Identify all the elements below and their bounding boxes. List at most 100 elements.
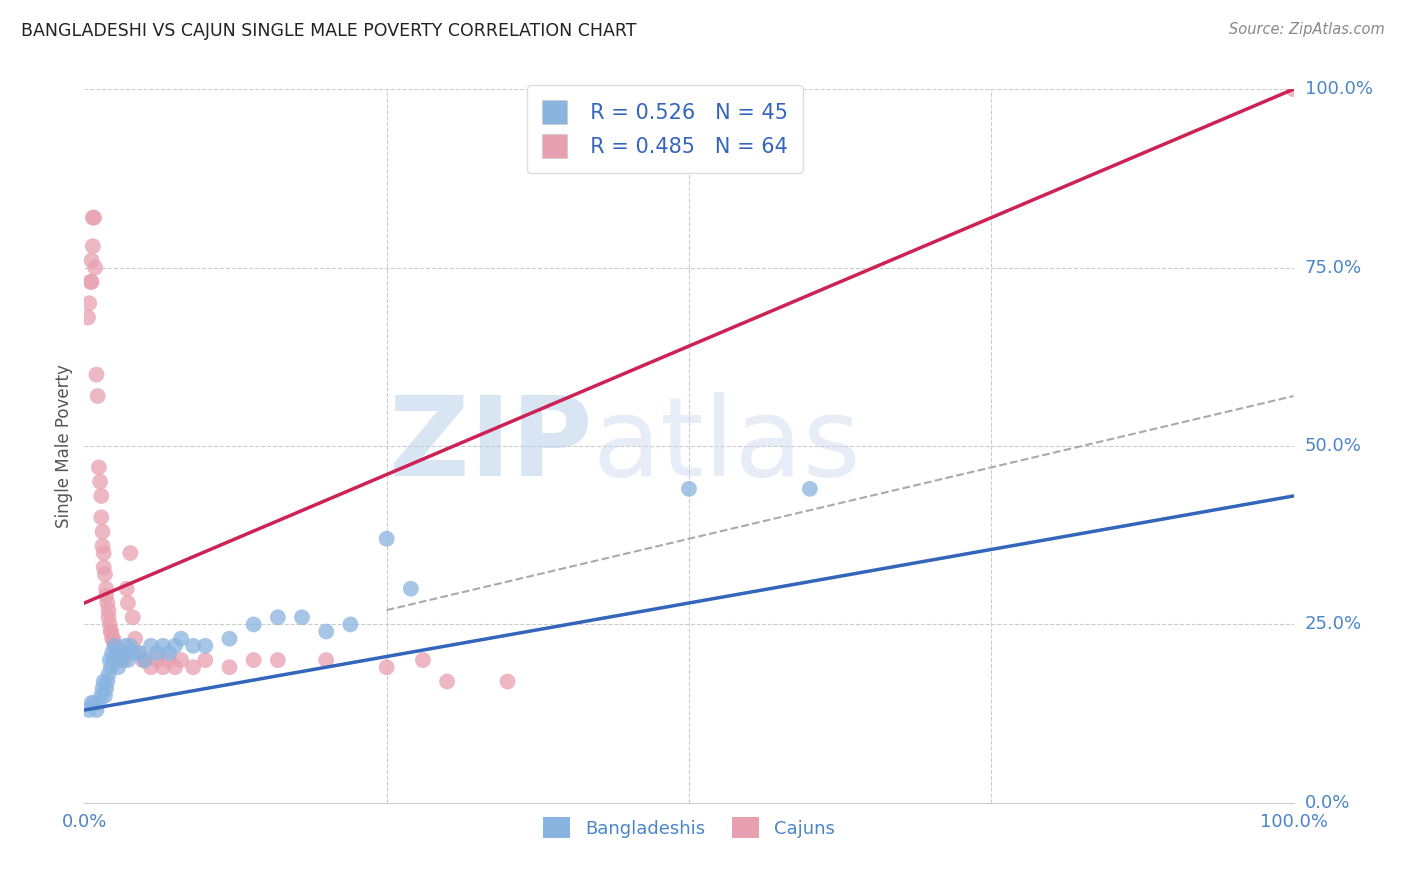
- Point: [194, 639, 217, 653]
- Point: [103, 653, 125, 667]
- Point: [170, 653, 193, 667]
- Point: [86, 389, 108, 403]
- Point: [91, 524, 114, 539]
- Point: [105, 646, 128, 660]
- Point: [399, 582, 422, 596]
- Point: [104, 639, 127, 653]
- Point: [107, 660, 129, 674]
- Point: [165, 639, 187, 653]
- Point: [117, 653, 139, 667]
- Point: [315, 624, 337, 639]
- Point: [496, 674, 519, 689]
- Point: [678, 482, 700, 496]
- Point: [84, 260, 107, 275]
- Point: [80, 253, 103, 268]
- Text: Source: ZipAtlas.com: Source: ZipAtlas.com: [1229, 22, 1385, 37]
- Point: [77, 703, 100, 717]
- Text: 25.0%: 25.0%: [1305, 615, 1362, 633]
- Point: [114, 639, 136, 653]
- Point: [86, 703, 108, 717]
- Point: [94, 582, 117, 596]
- Point: [218, 632, 240, 646]
- Point: [170, 632, 193, 646]
- Point: [104, 646, 127, 660]
- Text: atlas: atlas: [592, 392, 860, 500]
- Point: [103, 632, 125, 646]
- Point: [94, 567, 117, 582]
- Legend: Bangladeshis, Cajuns: Bangladeshis, Cajuns: [534, 808, 844, 847]
- Point: [110, 653, 132, 667]
- Point: [96, 596, 118, 610]
- Point: [98, 617, 121, 632]
- Y-axis label: Single Male Poverty: Single Male Poverty: [55, 364, 73, 528]
- Point: [93, 674, 115, 689]
- Point: [94, 589, 117, 603]
- Point: [82, 239, 104, 253]
- Point: [100, 624, 122, 639]
- Point: [436, 674, 458, 689]
- Point: [412, 653, 434, 667]
- Point: [87, 696, 110, 710]
- Point: [267, 653, 290, 667]
- Point: [134, 653, 156, 667]
- Point: [152, 639, 174, 653]
- Point: [98, 653, 121, 667]
- Point: [218, 660, 240, 674]
- Text: 100.0%: 100.0%: [1305, 80, 1372, 98]
- Point: [291, 610, 314, 624]
- Point: [375, 532, 398, 546]
- Point: [93, 560, 115, 574]
- Point: [242, 617, 264, 632]
- Text: 50.0%: 50.0%: [1305, 437, 1361, 455]
- Point: [83, 696, 105, 710]
- Point: [90, 489, 112, 503]
- Point: [91, 681, 114, 696]
- Point: [134, 653, 156, 667]
- Point: [112, 646, 135, 660]
- Point: [104, 639, 127, 653]
- Point: [112, 653, 135, 667]
- Point: [101, 646, 124, 660]
- Point: [120, 639, 142, 653]
- Text: 75.0%: 75.0%: [1305, 259, 1362, 277]
- Point: [112, 646, 135, 660]
- Point: [339, 617, 361, 632]
- Point: [97, 610, 120, 624]
- Point: [111, 653, 134, 667]
- Point: [93, 546, 115, 560]
- Point: [86, 368, 108, 382]
- Point: [100, 624, 122, 639]
- Point: [100, 660, 122, 674]
- Point: [115, 582, 138, 596]
- Point: [104, 639, 127, 653]
- Point: [117, 596, 139, 610]
- Point: [146, 646, 169, 660]
- Point: [79, 275, 101, 289]
- Text: BANGLADESHI VS CAJUN SINGLE MALE POVERTY CORRELATION CHART: BANGLADESHI VS CAJUN SINGLE MALE POVERTY…: [21, 22, 637, 40]
- Point: [94, 681, 117, 696]
- Point: [121, 646, 143, 660]
- Point: [267, 610, 290, 624]
- Point: [128, 646, 150, 660]
- Point: [165, 660, 187, 674]
- Point: [110, 653, 132, 667]
- Point: [80, 696, 103, 710]
- Point: [120, 546, 142, 560]
- Point: [96, 674, 118, 689]
- Point: [83, 211, 105, 225]
- Point: [77, 296, 100, 310]
- Point: [77, 310, 100, 325]
- Text: 0.0%: 0.0%: [1305, 794, 1350, 812]
- Point: [124, 632, 146, 646]
- Point: [90, 689, 112, 703]
- Point: [242, 653, 264, 667]
- Point: [97, 667, 120, 681]
- Point: [87, 460, 110, 475]
- Point: [97, 603, 120, 617]
- Point: [89, 475, 111, 489]
- Point: [107, 646, 129, 660]
- Point: [157, 646, 180, 660]
- Point: [139, 639, 162, 653]
- Point: [1282, 82, 1305, 96]
- Point: [152, 660, 174, 674]
